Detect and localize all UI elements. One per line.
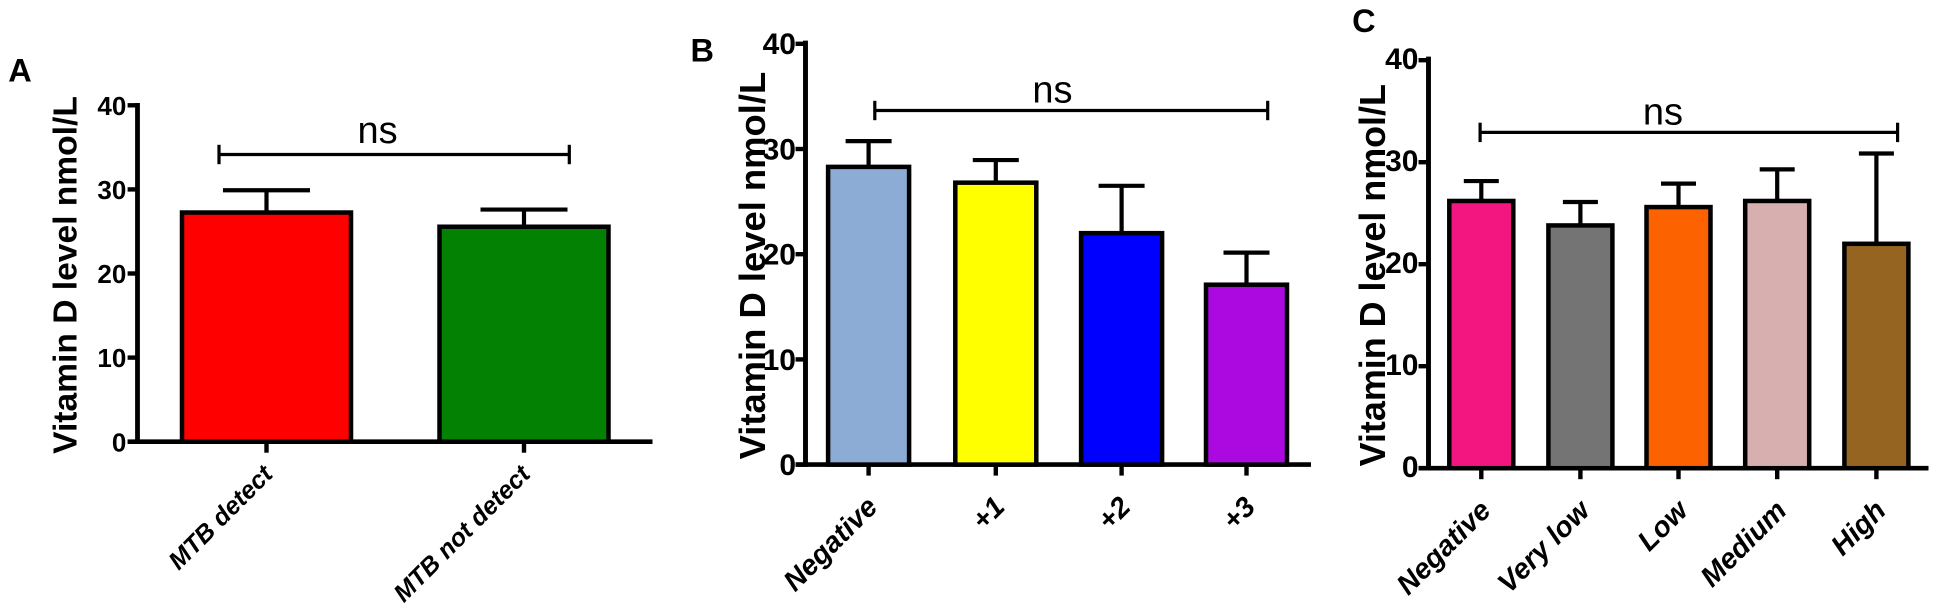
svg-text:Vitamin D level nmol/L: Vitamin D level nmol/L [48,96,85,454]
svg-text:30: 30 [1385,145,1418,178]
svg-text:30: 30 [97,175,126,205]
svg-text:Vitamin D level nmol/L: Vitamin D level nmol/L [1353,84,1393,466]
svg-text:40: 40 [763,28,796,61]
svg-text:30: 30 [763,133,796,166]
svg-text:A: A [8,52,31,88]
svg-text:0: 0 [1402,451,1419,484]
svg-text:B: B [691,33,714,69]
svg-text:20: 20 [763,239,796,272]
svg-text:0: 0 [112,427,126,457]
svg-text:10: 10 [97,343,126,373]
svg-text:20: 20 [97,259,126,289]
svg-text:10: 10 [1385,349,1418,382]
svg-text:10: 10 [763,344,796,377]
svg-text:ns: ns [1032,70,1072,112]
svg-text:ns: ns [358,110,398,152]
svg-text:40: 40 [97,91,126,121]
svg-text:40: 40 [1385,43,1418,76]
svg-text:20: 20 [1385,247,1418,280]
svg-text:0: 0 [779,449,796,482]
svg-text:ns: ns [1643,92,1683,134]
svg-text:Vitamin D level nmol/L: Vitamin D level nmol/L [732,72,773,460]
svg-text:C: C [1352,3,1375,39]
